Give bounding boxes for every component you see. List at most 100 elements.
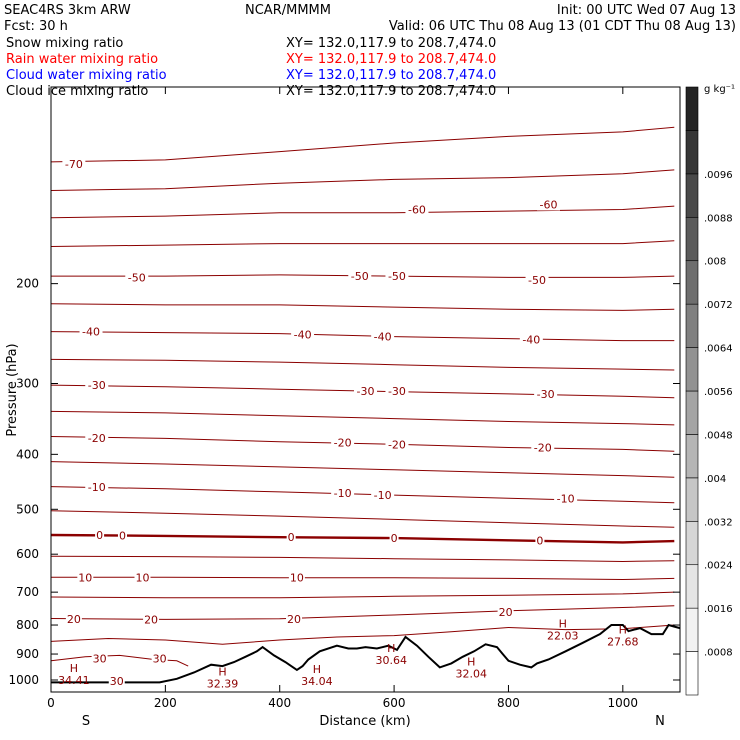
isotherm-label-bg xyxy=(91,652,108,665)
isotherm-label: -20 xyxy=(388,438,406,451)
y-tick-label: 700 xyxy=(16,585,39,599)
isotherm-label: -70 xyxy=(65,158,83,171)
isotherm-label-bg xyxy=(85,379,109,392)
isotherm-label: -10 xyxy=(334,487,352,500)
isotherm-label-bg xyxy=(291,328,315,341)
isotherm-label: -20 xyxy=(88,432,106,445)
isotherm-label: 30 xyxy=(93,653,107,666)
y-tick-label: 500 xyxy=(16,502,39,516)
colorbar-swatch xyxy=(685,173,699,218)
valid-label: Valid: 06 UTC Thu 08 Aug 13 (01 CDT Thu … xyxy=(389,19,736,34)
colorbar-swatch xyxy=(685,86,699,131)
extremum-marker: H xyxy=(313,663,321,676)
isotherm-label-bg xyxy=(497,605,514,618)
extremum-marker: H xyxy=(619,624,627,637)
isotherm-label-bg xyxy=(519,333,543,346)
isotherm-label-bg xyxy=(286,531,296,544)
y-tick-label: 900 xyxy=(16,647,39,661)
y-tick-label: 200 xyxy=(16,277,39,291)
colorbar-level-label: .0048 xyxy=(704,430,733,441)
colorbar-swatch xyxy=(685,477,699,522)
isotherm-label-bg xyxy=(108,675,125,688)
colorbar-level-label: .0064 xyxy=(704,344,733,355)
isotherm-line xyxy=(50,126,675,163)
isotherm-label: 10 xyxy=(290,572,304,585)
isotherm-label-bg xyxy=(331,436,355,449)
field-xy: XY= 132.0,117.9 to 208.7,474.0 xyxy=(286,36,496,51)
colorbar-swatch xyxy=(685,390,699,435)
isotherm-label: 0 xyxy=(288,531,295,544)
isotherm-label: -50 xyxy=(128,271,146,284)
colorbar-swatch xyxy=(685,434,699,479)
isotherm-label: -50 xyxy=(388,270,406,283)
y-tick-label: 1000 xyxy=(8,673,39,687)
isotherm-label: 30 xyxy=(110,675,124,688)
isotherm-label: -60 xyxy=(408,203,426,216)
y-tick-label: 400 xyxy=(16,447,39,461)
field-name: Rain water mixing ratio xyxy=(6,52,158,67)
isotherm-line xyxy=(50,303,675,311)
y-tick-label: 600 xyxy=(16,547,39,561)
field-name: Cloud ice mixing ratio xyxy=(6,84,148,99)
x-tick-label: 0 xyxy=(47,696,55,710)
isotherm-line xyxy=(50,591,675,599)
isotherm-line xyxy=(50,169,675,191)
isotherm-label: -40 xyxy=(82,326,100,339)
isotherm-label: 20 xyxy=(287,613,301,626)
extremum-value: 34.41 xyxy=(58,674,90,687)
isotherm-label: -60 xyxy=(539,198,557,211)
isotherm-line xyxy=(50,654,189,667)
isotherm-label-bg xyxy=(151,652,168,665)
colorbar-level-label: .0096 xyxy=(704,170,733,181)
colorbar-unit: g kg⁻¹ xyxy=(704,84,735,95)
x-tick-label: 600 xyxy=(383,696,406,710)
isotherm-label: -10 xyxy=(374,489,392,502)
header: SEAC4RS 3km ARW NCAR/MMMM Init: 00 UTC W… xyxy=(4,3,736,99)
extremum-value: 22.03 xyxy=(547,630,579,643)
isotherm-line xyxy=(50,624,675,645)
isotherm-label-bg xyxy=(354,384,377,397)
colorbar-swatch xyxy=(685,130,699,175)
isotherm-label-bg xyxy=(389,532,399,545)
x-axis-label: Distance (km) xyxy=(319,714,410,729)
isotherm-label: 30 xyxy=(153,653,167,666)
model-title: SEAC4RS 3km ARW xyxy=(4,3,131,18)
isotherm-label-bg xyxy=(385,438,409,451)
isotherm-line xyxy=(50,486,675,504)
x-axis-end-north: N xyxy=(655,714,665,729)
isotherm-label: -50 xyxy=(351,270,369,283)
y-axis-label: Pressure (hPa) xyxy=(5,343,20,436)
colorbar-swatch xyxy=(685,607,699,652)
isotherm-line xyxy=(50,533,675,544)
extremum-value: 27.68 xyxy=(607,636,639,649)
fcst-label: Fcst: 30 h xyxy=(4,19,68,34)
isotherm-line xyxy=(50,410,675,426)
extremum-marker: H xyxy=(70,662,78,675)
isotherm-label: -40 xyxy=(294,329,312,342)
isotherm-label-bg xyxy=(286,612,303,625)
isotherm-label-bg xyxy=(62,157,86,170)
terrain-surface xyxy=(51,623,681,692)
colorbar-swatch xyxy=(685,303,699,348)
isotherm-label: -30 xyxy=(388,385,406,398)
x-tick-label: 200 xyxy=(154,696,177,710)
extremum-value: 34.04 xyxy=(301,675,333,688)
isotherm-line xyxy=(50,461,675,478)
plot-area: -70-60 -60-50 -50 -50 -50-40 -40 -40 -40-30 -30-… xyxy=(50,86,681,693)
y-tick-label: 300 xyxy=(16,376,39,390)
isotherm-label-bg xyxy=(125,271,149,284)
colorbar-swatch xyxy=(685,651,699,696)
isotherm-line xyxy=(50,358,675,371)
x-tick-label: 800 xyxy=(497,696,520,710)
isotherm-label: 10 xyxy=(135,571,149,584)
extremum-marker: H xyxy=(467,655,475,668)
isotherm-label-bg xyxy=(77,571,94,584)
center-label: NCAR/MMMM xyxy=(245,3,331,18)
isotherm-label-bg xyxy=(348,270,372,283)
field-name: Snow mixing ratio xyxy=(6,36,123,51)
terrain-mask xyxy=(51,625,680,692)
colorbar-swatch xyxy=(685,520,699,566)
isotherm-label-bg xyxy=(85,481,109,494)
